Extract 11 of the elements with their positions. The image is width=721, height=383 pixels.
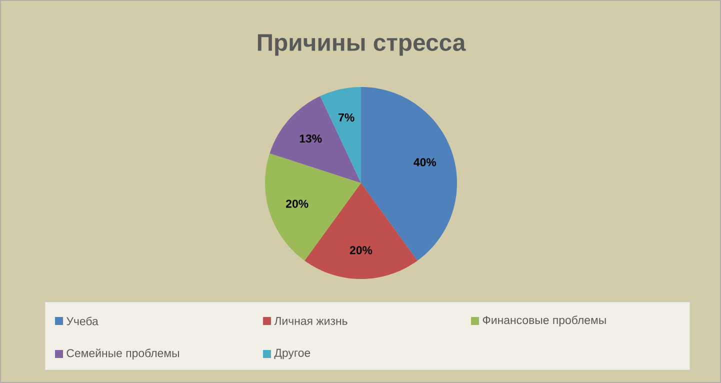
legend-label: Финансовые проблемы (482, 316, 606, 326)
data-label: 20% (350, 246, 372, 254)
data-label: 40% (414, 158, 436, 166)
data-label: 20% (286, 200, 308, 208)
chart-title: Причины стресса (258, 34, 466, 56)
legend-label: Личная жизнь (274, 317, 348, 325)
legend-label: Другое (274, 348, 310, 360)
legend-label: Семейные проблемы (66, 348, 179, 360)
data-label: 7% (338, 113, 354, 122)
data-label: 13% (300, 134, 322, 143)
legend-label: Учеба (66, 316, 98, 326)
